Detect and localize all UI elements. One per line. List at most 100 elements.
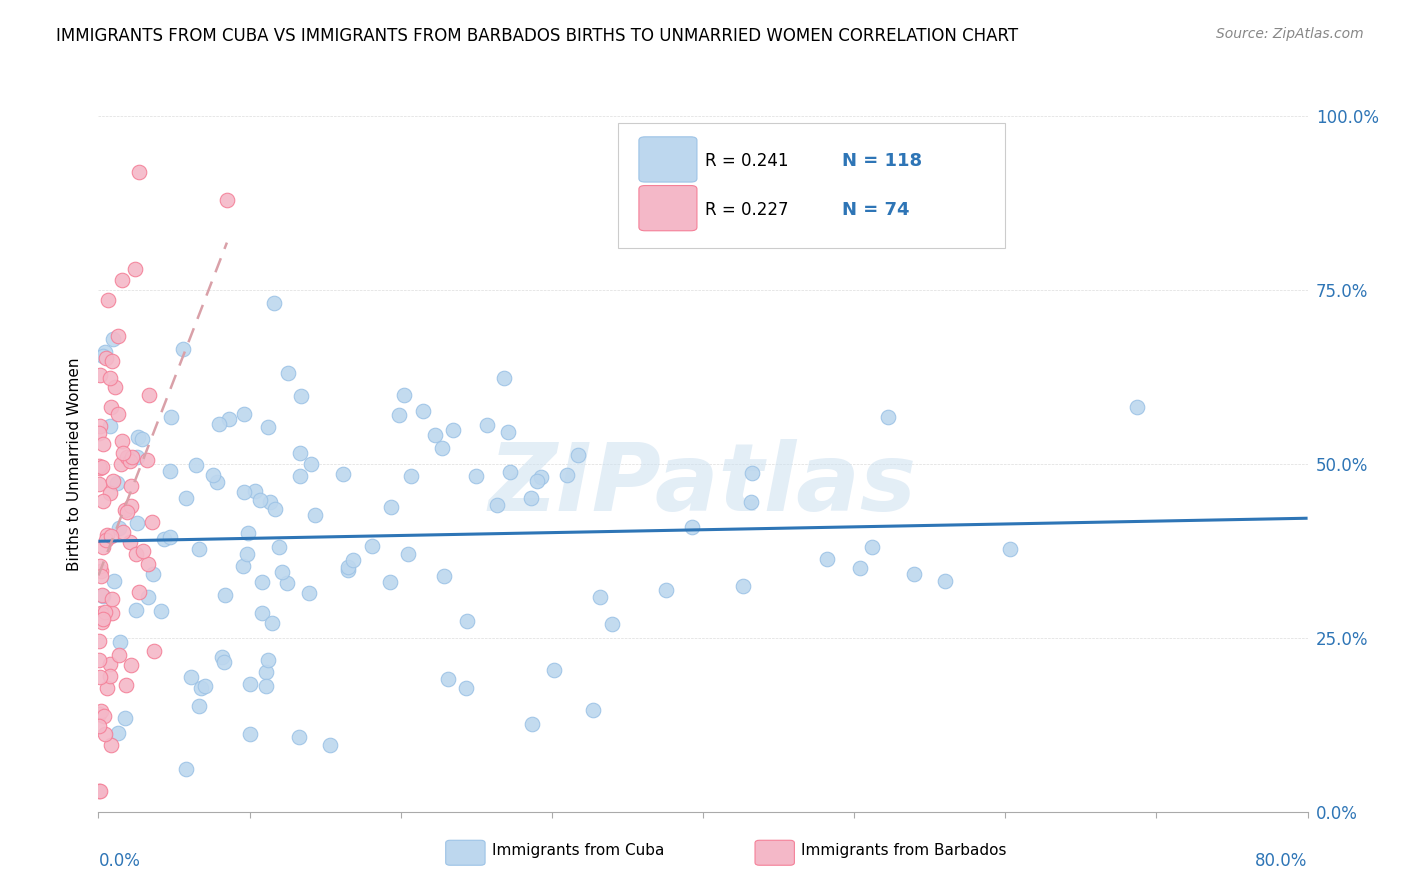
Point bbox=[211, 650, 233, 665]
Point bbox=[96, 681, 118, 696]
Text: 80.0%: 80.0% bbox=[1256, 852, 1308, 870]
Point bbox=[430, 441, 453, 455]
Point bbox=[239, 727, 262, 741]
Point bbox=[125, 516, 148, 530]
Point bbox=[125, 603, 148, 617]
Point bbox=[124, 262, 146, 277]
Point bbox=[160, 410, 183, 425]
Point bbox=[256, 420, 278, 434]
Point bbox=[121, 450, 143, 465]
Point bbox=[233, 485, 256, 500]
Point bbox=[530, 470, 553, 484]
Point bbox=[396, 547, 419, 561]
Point bbox=[388, 408, 411, 422]
Point bbox=[127, 430, 149, 444]
Point bbox=[271, 566, 294, 580]
Point bbox=[128, 164, 150, 178]
Point bbox=[494, 371, 516, 385]
Point bbox=[741, 466, 763, 480]
Text: N = 118: N = 118 bbox=[842, 153, 922, 170]
Point bbox=[176, 762, 198, 776]
Point bbox=[276, 575, 298, 590]
Point bbox=[89, 784, 111, 798]
Point bbox=[120, 454, 142, 468]
Point bbox=[152, 533, 174, 547]
Text: ZIPatlas: ZIPatlas bbox=[489, 439, 917, 531]
Point bbox=[236, 526, 259, 541]
Text: Source: ZipAtlas.com: Source: ZipAtlas.com bbox=[1216, 27, 1364, 41]
Point bbox=[184, 458, 207, 473]
Point bbox=[103, 332, 125, 346]
Point bbox=[89, 458, 111, 473]
Point bbox=[252, 606, 274, 620]
Point bbox=[125, 547, 148, 561]
Point bbox=[499, 465, 522, 479]
Point bbox=[97, 293, 120, 308]
Point bbox=[555, 468, 578, 483]
Point bbox=[180, 670, 202, 684]
Point bbox=[89, 706, 111, 721]
Point bbox=[454, 681, 477, 695]
Point bbox=[249, 493, 271, 508]
Point bbox=[187, 698, 209, 713]
Point bbox=[89, 653, 111, 667]
Point bbox=[128, 585, 150, 599]
Point bbox=[496, 425, 519, 439]
Point bbox=[101, 606, 124, 620]
Text: Immigrants from Barbados: Immigrants from Barbados bbox=[801, 843, 1007, 857]
Point bbox=[118, 535, 141, 549]
Point bbox=[233, 407, 256, 421]
Point bbox=[94, 605, 117, 619]
Point bbox=[108, 634, 131, 648]
Point bbox=[304, 508, 326, 522]
Point bbox=[91, 493, 114, 508]
Point bbox=[91, 615, 114, 629]
Point bbox=[456, 615, 478, 629]
Point bbox=[239, 677, 262, 691]
Point bbox=[849, 560, 872, 574]
Point bbox=[89, 719, 111, 733]
Point bbox=[232, 558, 254, 573]
Point bbox=[90, 569, 112, 583]
Point bbox=[100, 529, 122, 543]
FancyBboxPatch shape bbox=[638, 136, 697, 182]
Point bbox=[256, 653, 278, 667]
Point bbox=[731, 578, 754, 592]
Point bbox=[876, 410, 898, 425]
Point bbox=[299, 457, 322, 471]
Point bbox=[96, 527, 118, 541]
Point bbox=[91, 590, 114, 604]
Y-axis label: Births to Unmarried Women: Births to Unmarried Women bbox=[67, 357, 83, 571]
Point bbox=[90, 459, 112, 474]
Point bbox=[115, 450, 138, 464]
Point bbox=[89, 419, 111, 434]
Point bbox=[89, 425, 111, 440]
Point bbox=[262, 616, 284, 631]
Point bbox=[412, 404, 434, 418]
Point bbox=[269, 540, 291, 554]
Point bbox=[101, 591, 124, 606]
Point bbox=[254, 665, 277, 679]
Point bbox=[101, 354, 124, 368]
Point bbox=[115, 505, 138, 519]
Point bbox=[120, 479, 142, 493]
Point bbox=[89, 477, 111, 491]
Point bbox=[205, 475, 228, 490]
Point bbox=[380, 500, 402, 514]
Point bbox=[172, 342, 194, 356]
Point bbox=[111, 273, 134, 287]
Point bbox=[214, 588, 236, 602]
Point bbox=[120, 657, 142, 672]
Point bbox=[399, 468, 422, 483]
Point bbox=[94, 727, 117, 741]
Point bbox=[1125, 400, 1147, 414]
Point bbox=[110, 457, 132, 471]
Point bbox=[135, 452, 157, 467]
Point bbox=[860, 540, 883, 554]
Point bbox=[107, 521, 129, 535]
Point bbox=[96, 351, 118, 365]
Point bbox=[654, 583, 676, 598]
Point bbox=[361, 539, 384, 553]
Point bbox=[107, 408, 129, 422]
Point bbox=[127, 450, 149, 464]
